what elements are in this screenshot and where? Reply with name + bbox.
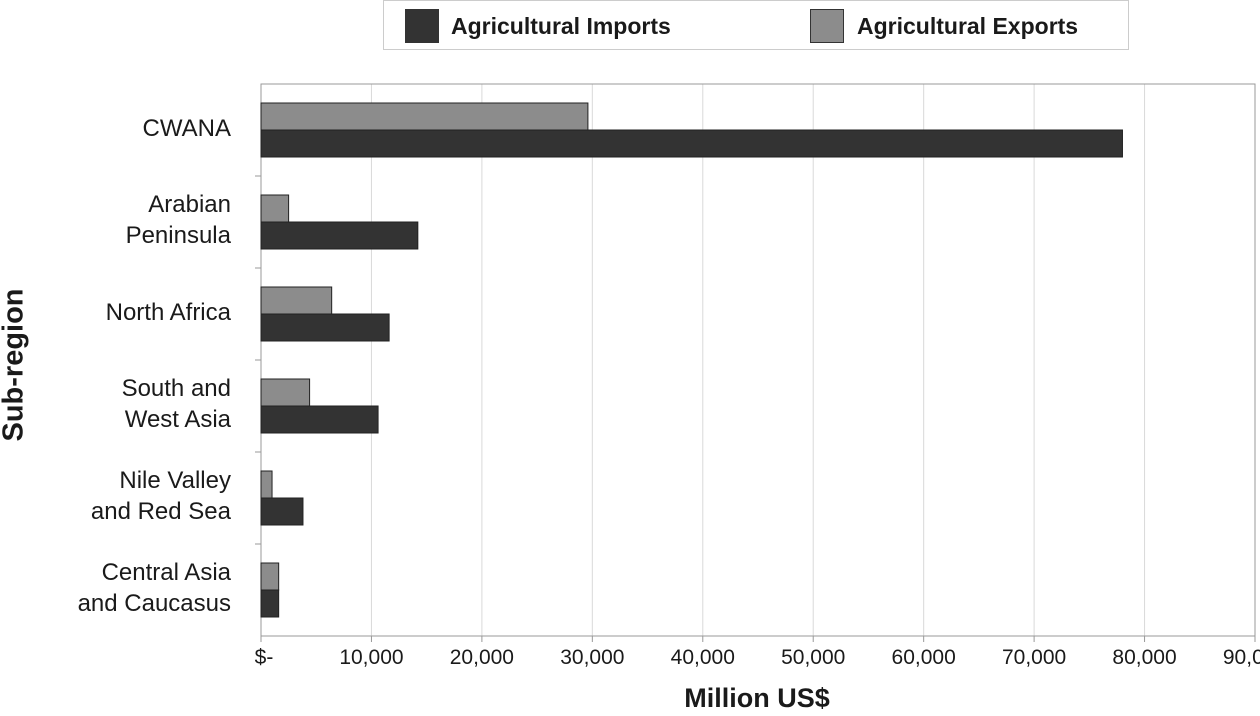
category-label-line: Arabian [148,191,231,218]
bar-imports [260,221,419,250]
bar-imports [260,589,280,618]
category-label-line: South and [121,375,231,402]
bars [260,102,1123,618]
bar-exports [260,470,273,499]
category-label: CWANA [0,113,231,144]
gridlines [370,84,1146,636]
category-label-line: West Asia [124,406,231,433]
category-label-line: and Red Sea [90,498,231,525]
bar-exports [260,102,589,131]
bar-imports [260,129,1123,158]
bar-imports [260,497,304,526]
legend-swatch-imports [405,9,439,43]
legend-label-imports: Agricultural Imports [451,13,671,39]
x-axis-title: Million US$ [684,683,830,713]
bar-exports [260,378,311,407]
category-label-line: and Caucasus [77,590,231,617]
plot-frame [260,83,1256,637]
x-tick-label: 40,000 [670,646,735,669]
category-label-line: North Africa [105,298,231,326]
x-tick-label: 60,000 [891,646,956,669]
bar-exports [260,194,290,223]
y-axis-title: Sub-region [0,288,30,442]
legend-swatch-exports [810,9,844,43]
x-tick-label: $- [254,646,274,669]
axis-ticks [255,175,1256,642]
category-label: Central Asia and Caucasus [0,557,231,619]
x-tick-label: 80,000 [1112,646,1177,669]
x-tick-label: 30,000 [560,646,625,669]
category-label: North Africa [0,297,231,328]
category-label: South and West Asia [0,373,231,435]
x-tick-label: 10,000 [339,646,404,669]
legend-label-exports: Agricultural Exports [857,13,1079,39]
bar-exports [260,286,333,315]
category-label-line: Nile Valley [119,467,231,494]
legend: Agricultural Imports Agricultural Export… [383,0,1129,50]
x-tick-label: 90,000 [1222,646,1260,669]
category-label: Nile Valley and Red Sea [0,465,231,527]
category-label-line: CWANA [142,114,231,142]
x-tick-label: 20,000 [449,646,514,669]
category-label: Arabian Peninsula [0,189,231,251]
category-label-line: Peninsula [125,222,231,249]
x-tick-label: 70,000 [1001,646,1067,669]
category-label-line: Central Asia [101,559,231,586]
bar-imports [260,405,379,434]
bar-exports [260,562,280,591]
bar-imports [260,313,390,342]
x-tick-label: 50,000 [781,646,846,669]
